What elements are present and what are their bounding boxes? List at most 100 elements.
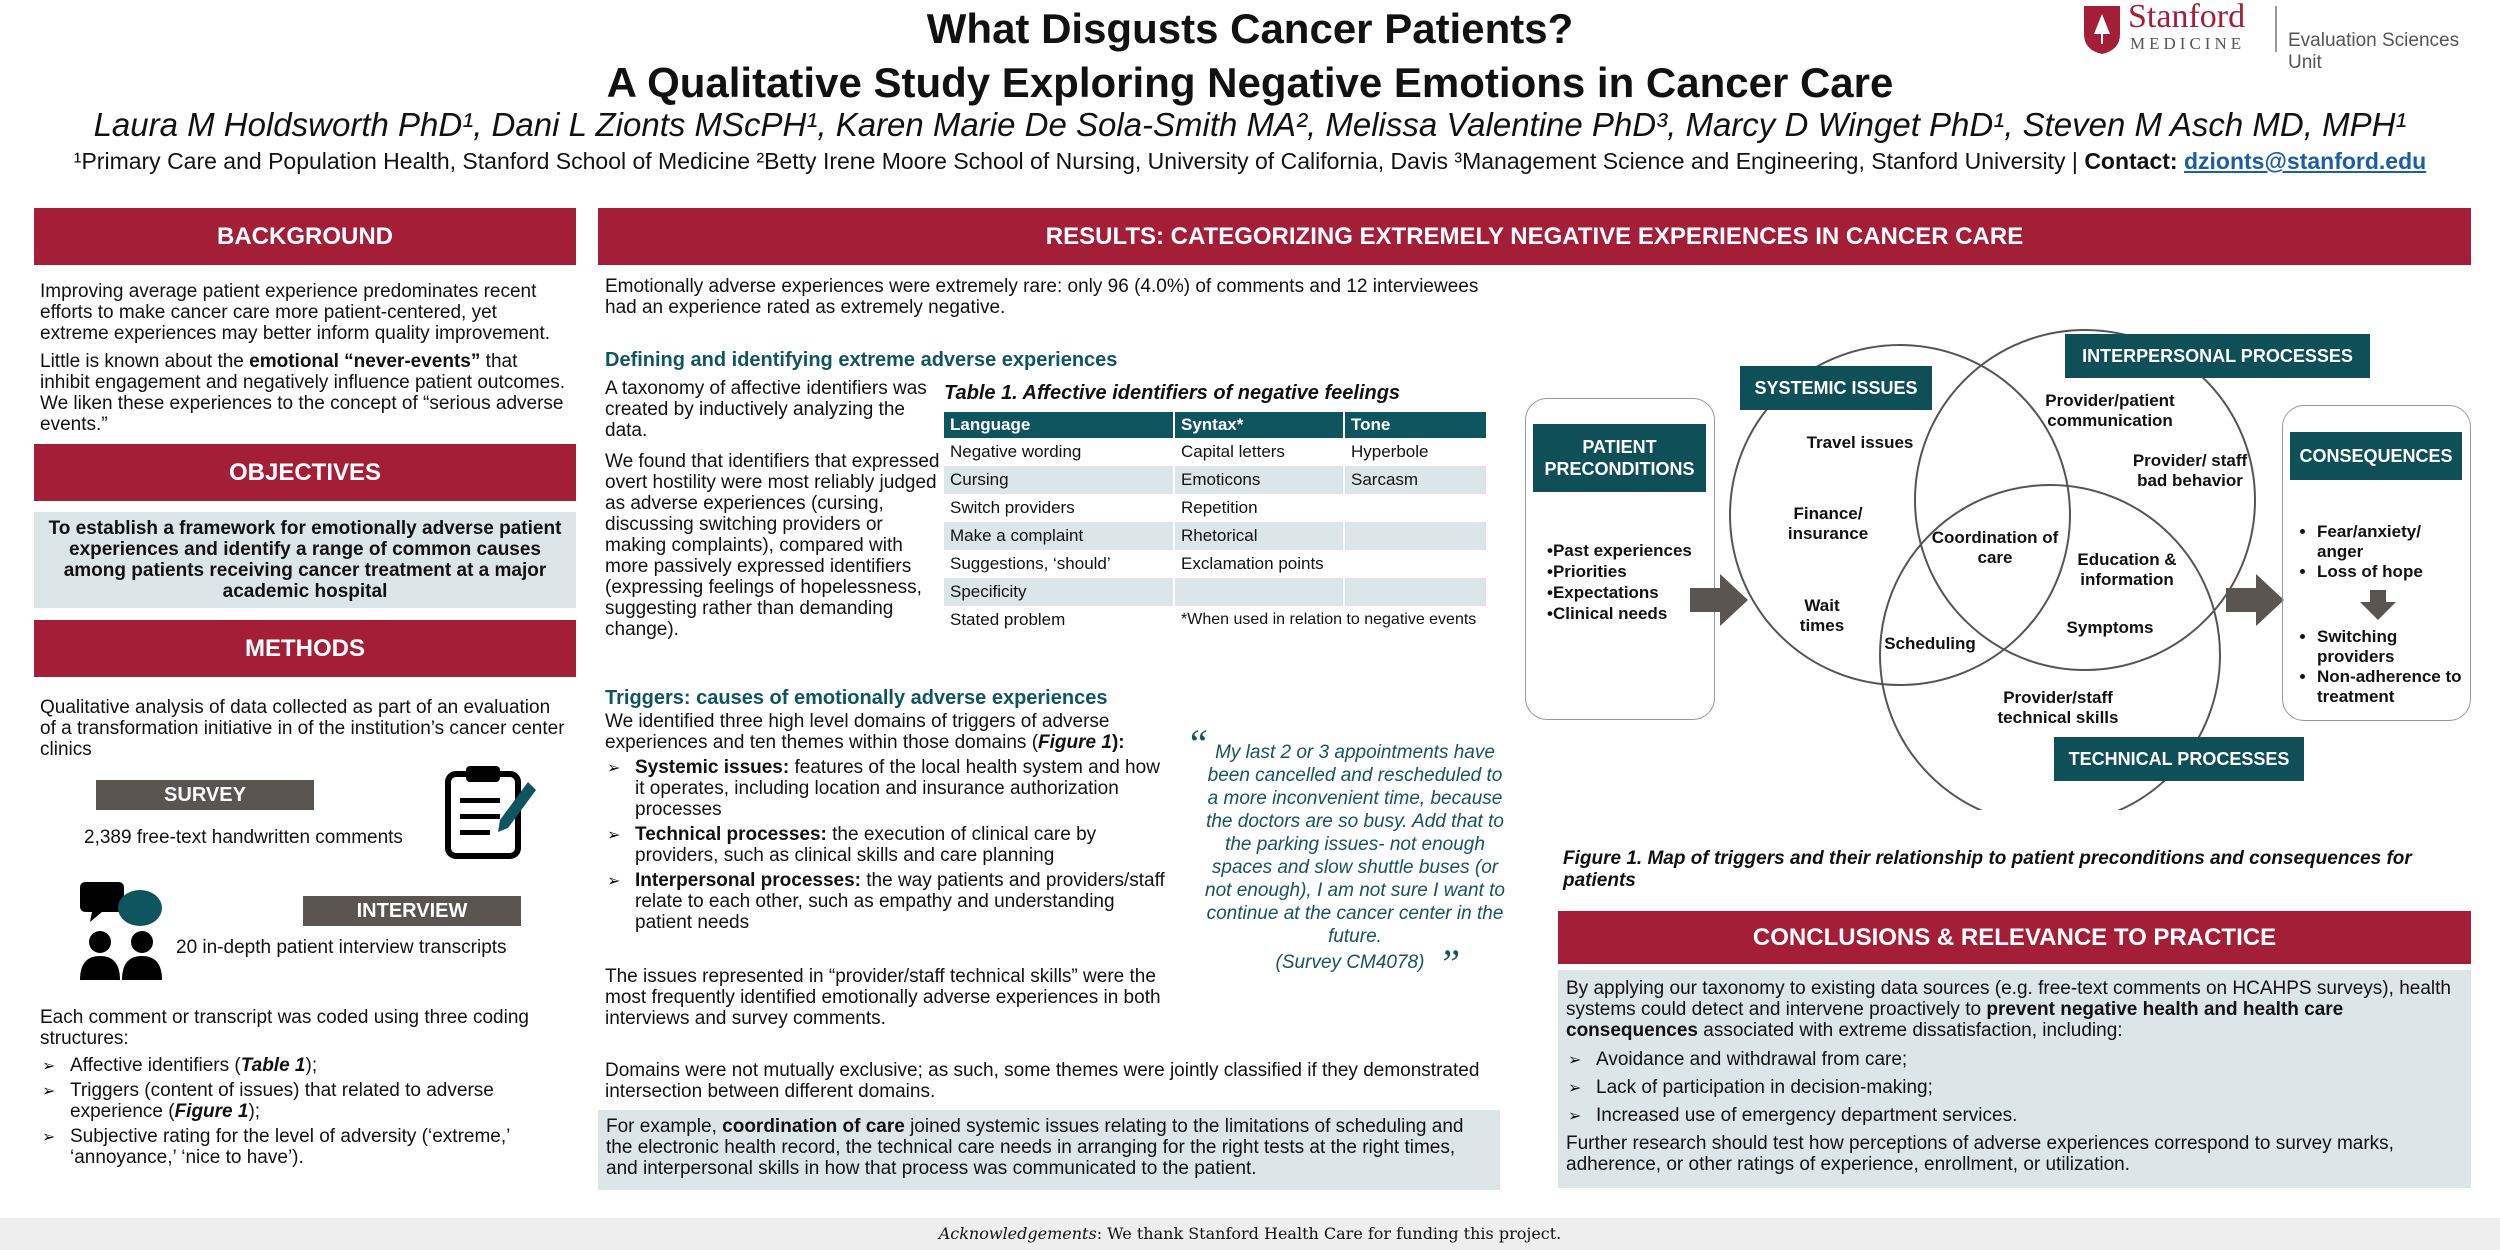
methods-heading: METHODS <box>34 620 576 677</box>
technical-processes-label: TECHNICAL PROCESSES <box>2054 737 2304 781</box>
down-arrow-icon <box>2360 590 2396 620</box>
people-speech-icon <box>80 882 162 980</box>
contact-email-link[interactable]: dzionts@stanford.edu <box>2183 148 2427 174</box>
example-box: For example, coordination of care joined… <box>598 1110 1500 1190</box>
list-item: Subjective rating for the level of adver… <box>40 1126 540 1168</box>
table-row: Stated problem *When used in relation to … <box>944 606 1488 634</box>
table-row: Make a complaint Rhetorical <box>944 522 1488 550</box>
consequences-box <box>2282 405 2471 721</box>
venn-label-wait: Wait times <box>1799 596 1845 635</box>
ack-text: : We thank Stanford Health Care for fund… <box>1096 1224 1562 1243</box>
logo-unit-text: Evaluation Sciences Unit <box>2288 30 2460 73</box>
venn-label-travel: Travel issues <box>1806 433 1914 452</box>
coding-structures-list: Affective identifiers (Table 1); Trigger… <box>40 1055 540 1172</box>
taxonomy-paragraph-1: A taxonomy of affective identifiers was … <box>605 378 927 441</box>
logo-stanford-text: Stanford <box>2128 0 2246 35</box>
list-item: Fear/anxiety/ anger <box>2317 522 2465 562</box>
table-header: Tone <box>1344 412 1488 438</box>
poster-title-line1: What Disgusts Cancer Patients? <box>926 5 1574 52</box>
venn-label-finance: Finance/ insurance <box>1787 504 1869 543</box>
interview-count-text: 20 in-depth patient interview transcript… <box>176 937 507 958</box>
consequences-label: CONSEQUENCES <box>2290 432 2462 480</box>
affective-identifiers-table: Language Syntax* Tone Negative wording Ca… <box>944 412 1488 634</box>
table-row: Suggestions, ‘should’ Exclamation points <box>944 550 1488 578</box>
interview-label: INTERVIEW <box>303 896 521 926</box>
patient-quote: My last 2 or 3 appointments have been ca… <box>1205 742 1505 947</box>
table-row: Switch providers Repetition <box>944 494 1488 522</box>
venn-circle-systemic <box>1729 344 2071 686</box>
patient-preconditions-label: PATIENT PRECONDITIONS <box>1533 424 1706 492</box>
patient-preconditions-box <box>1525 398 1715 720</box>
footer: Acknowledgements: We thank Stanford Heal… <box>0 1218 2500 1250</box>
list-item: •Expectations <box>1547 583 1659 602</box>
conclusions-box: By applying our taxonomy to existing dat… <box>1558 970 2471 1188</box>
list-item: Interpersonal processes: the way patient… <box>605 870 1165 933</box>
survey-count-text: 2,389 free-text handwritten comments <box>84 827 403 848</box>
venn-circle-interpersonal <box>1914 329 2256 671</box>
list-item: •Clinical needs <box>1547 604 1668 623</box>
list-item: Technical processes: the execution of cl… <box>605 824 1165 866</box>
logo-divider <box>2275 6 2277 52</box>
subheading-defining: Defining and identifying extreme adverse… <box>605 349 1118 371</box>
list-item: Lack of participation in decision-making… <box>1566 1077 2463 1098</box>
venn-circle-technical <box>1879 484 2221 810</box>
figure-1-caption: Figure 1. Map of triggers and their rela… <box>1563 848 2412 891</box>
venn-label-symptoms: Symptoms <box>2066 618 2154 637</box>
bg-p2-bold: emotional “never-events” <box>249 351 481 372</box>
list-item: Loss of hope <box>2317 562 2465 582</box>
background-heading: BACKGROUND <box>34 208 576 265</box>
affiliations: ¹Primary Care and Population Health, Sta… <box>0 148 2500 175</box>
venn-label-communication: Provider/patient communication <box>2045 391 2175 430</box>
survey-label: SURVEY <box>96 780 314 810</box>
results-heading: RESULTS: CATEGORIZING EXTREMELY NEGATIVE… <box>598 208 2471 265</box>
consequence-list: Avoidance and withdrawal from care; Lack… <box>1566 1049 2463 1126</box>
domains-paragraph: Domains were not mutually exclusive; as … <box>605 1060 1480 1102</box>
issues-paragraph: The issues represented in “provider/staf… <box>605 966 1161 1029</box>
patient-quote-source: (Survey CM4078) <box>1275 952 1425 973</box>
background-paragraph-2: Little is known about the emotional “nev… <box>40 351 570 435</box>
poster-title-line2: A Qualitative Study Exploring Negative E… <box>606 59 1894 106</box>
stanford-medicine-logo: Stanford MEDICINE Evaluation Sciences Un… <box>2082 0 2492 73</box>
taxonomy-paragraph-2: We found that identifiers that expressed… <box>605 451 940 640</box>
table-header: Language <box>944 412 1175 438</box>
list-item: Triggers (content of issues) that relate… <box>40 1080 540 1122</box>
ack-label: Acknowledgements <box>938 1224 1097 1243</box>
venn-label-education: Education & information <box>2077 550 2177 589</box>
systemic-issues-label: SYSTEMIC ISSUES <box>1740 366 1932 410</box>
list-item: •Priorities <box>1547 562 1627 581</box>
triggers-intro: We identified three high level domains o… <box>605 711 1125 753</box>
conclusions-paragraph-2: Further research should test how percept… <box>1566 1133 2394 1175</box>
interpersonal-processes-label: INTERPERSONAL PROCESSES <box>2065 334 2370 378</box>
list-item: Avoidance and withdrawal from care; <box>1566 1049 2463 1070</box>
objectives-text: To establish a framework for emotionally… <box>34 512 576 608</box>
methods-intro: Qualitative analysis of data collected a… <box>40 697 565 760</box>
bg-p2-start: Little is known about the <box>40 351 250 372</box>
trigger-domains-list: Systemic issues: features of the local h… <box>605 757 1165 937</box>
preconditions-list: •Past experiences •Priorities •Expectati… <box>1547 540 1707 624</box>
venn-label-technical-skills: Provider/staff technical skills <box>1997 688 2119 727</box>
list-item: Non-adherence to treatment <box>2317 667 2465 707</box>
arrow-out-icon <box>2226 574 2284 626</box>
table-1-title: Table 1. Affective identifiers of negati… <box>944 382 1401 404</box>
consequences-bottom-list: Switching providers Non-adherence to tre… <box>2297 627 2465 707</box>
objectives-heading: OBJECTIVES <box>34 444 576 501</box>
close-quote-mark: ” <box>1438 941 1461 986</box>
list-item: Increased use of emergency department se… <box>1566 1105 2463 1126</box>
table-header: Syntax* <box>1174 412 1345 438</box>
conclusions-paragraph-1: By applying our taxonomy to existing dat… <box>1566 978 2451 1041</box>
list-item: Switching providers <box>2317 627 2465 667</box>
contact-label: Contact: <box>2084 148 2184 174</box>
background-paragraph-1: Improving average patient experience pre… <box>40 281 551 344</box>
venn-label-bad-behavior: Provider/ staff bad behavior <box>2132 451 2248 490</box>
conclusions-heading: CONCLUSIONS & RELEVANCE TO PRACTICE <box>1558 911 2471 964</box>
affiliations-text: ¹Primary Care and Population Health, Sta… <box>73 148 2085 174</box>
venn-label-coordination: Coordination of care <box>1931 528 2059 567</box>
consequences-top-list: Fear/anxiety/ anger Loss of hope <box>2297 522 2465 582</box>
open-quote-mark: “ <box>1186 721 1209 766</box>
stanford-tree-icon <box>2084 6 2120 54</box>
table-row: Negative wording Capital letters Hyperbole <box>944 438 1488 466</box>
coding-intro: Each comment or transcript was coded usi… <box>40 1007 529 1049</box>
table-row: Specificity <box>944 578 1488 606</box>
venn-diagram <box>1690 329 2284 810</box>
clipboard-pencil-icon <box>445 766 536 859</box>
